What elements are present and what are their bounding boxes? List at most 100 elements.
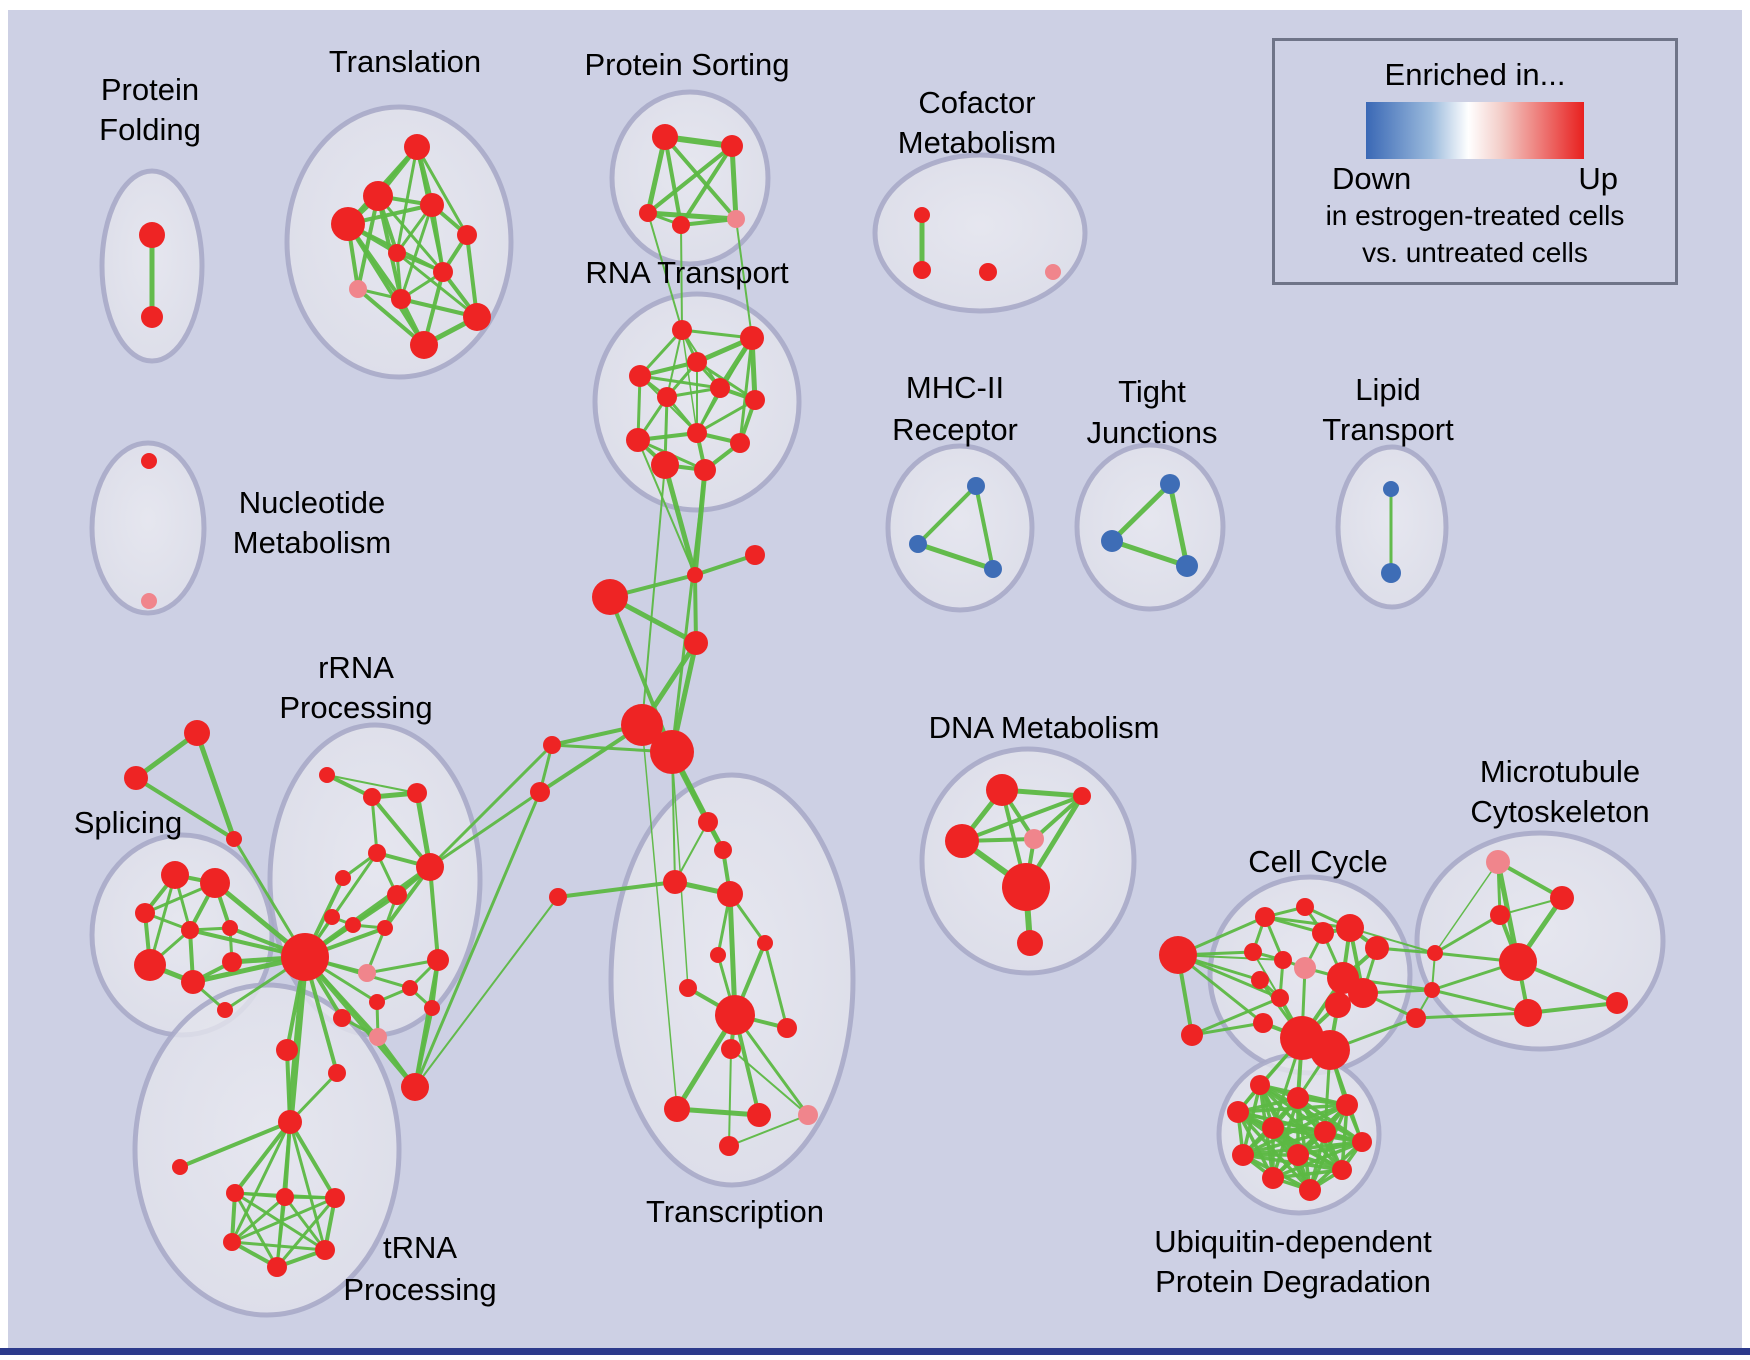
edge-q4-q7 <box>283 1195 327 1252</box>
cluster-ellipse-dna-metabolism <box>919 746 1137 976</box>
gene-set-node-rr15 <box>402 980 418 996</box>
gene-set-node-q6 <box>223 1233 241 1251</box>
edge-s4-rt1 <box>680 224 683 331</box>
gene-set-node-m1 <box>967 477 985 495</box>
edge-s5-rt2 <box>735 218 753 339</box>
cluster-label-cell-cycle: Cell Cycle <box>1248 844 1388 879</box>
edge-cc2-cc16 <box>1190 1021 1265 1037</box>
gene-set-node-tn8 <box>715 995 755 1035</box>
gene-set-node-rr20 <box>328 1064 346 1082</box>
edge-s2-s5 <box>729 143 739 222</box>
edge-mt1-mt2 <box>1496 860 1564 900</box>
gene-set-node-q1 <box>278 1110 302 1134</box>
gene-set-node-sp7 <box>181 970 205 994</box>
edge-mt6-mt7 <box>1526 1001 1619 1015</box>
edge-s2-s4 <box>679 144 734 227</box>
gene-set-node-rr21 <box>401 1073 429 1101</box>
edge-h5-tn11 <box>641 724 678 1110</box>
edge-h6-tn7 <box>671 751 689 989</box>
gene-set-node-tn5 <box>757 935 773 951</box>
cluster-ellipse-tight-junctions <box>1074 442 1226 612</box>
network-nodes <box>124 124 1628 1277</box>
gene-set-node-q3 <box>226 1184 244 1202</box>
edge-t4-t9 <box>399 203 434 301</box>
gene-set-node-cc8 <box>1274 951 1292 969</box>
gene-set-node-rt5 <box>710 378 730 398</box>
gene-set-node-rhub <box>281 933 329 981</box>
gene-set-node-sp6 <box>134 949 166 981</box>
edge-tj1-tj2 <box>1109 481 1173 544</box>
gene-set-node-rt9 <box>626 428 650 452</box>
cluster-label-mhc-ii-receptor-line2: Receptor <box>892 412 1018 447</box>
cluster-label-lipid-transport-line1: Lipid <box>1355 372 1421 407</box>
edge-tn0-tn1 <box>556 880 677 899</box>
gene-set-node-rr17 <box>424 1000 440 1016</box>
edge-q1-q3 <box>233 1120 292 1195</box>
gene-set-node-cc12 <box>1271 989 1289 1007</box>
gene-set-node-cc2 <box>1181 1024 1203 1046</box>
gene-set-node-u5 <box>1262 1117 1284 1139</box>
cluster-labels: Protein Folding Translation Protein Sorting… <box>74 44 1650 1307</box>
edge-m2-m3 <box>915 541 996 572</box>
cluster-label-tight-junctions-line2: Junctions <box>1087 415 1218 450</box>
gene-set-node-tn2 <box>717 881 743 907</box>
gene-set-node-rt6 <box>745 390 765 410</box>
gene-set-node-sp1 <box>161 861 189 889</box>
gene-set-node-cc3 <box>1255 907 1275 927</box>
gene-set-node-rt1 <box>672 320 692 340</box>
gene-set-node-rr4 <box>368 844 386 862</box>
edge-s3-rt1 <box>647 212 683 331</box>
edge-q6-q7 <box>230 1240 327 1252</box>
edge-q1-q5 <box>288 1120 337 1200</box>
cluster-label-cofactor-metabolism-line1: Cofactor <box>918 85 1035 120</box>
gene-set-node-c4 <box>1045 264 1061 280</box>
gene-set-node-l1 <box>543 736 561 754</box>
gene-set-node-s5 <box>727 210 745 228</box>
cluster-label-splicing: Splicing <box>74 805 183 840</box>
gene-set-node-cc19 <box>1406 1008 1426 1028</box>
gene-set-node-d1 <box>986 774 1018 806</box>
gene-set-node-c1 <box>914 207 930 223</box>
cluster-label-rrna-processing-line1: rRNA <box>318 650 394 685</box>
gene-set-node-tn6 <box>710 947 726 963</box>
gene-set-node-rr7 <box>387 885 407 905</box>
edge-tn13-tn10 <box>730 1048 809 1116</box>
cluster-label-translation: Translation <box>329 44 481 79</box>
gene-set-node-tn12 <box>747 1103 771 1127</box>
edge-rt2-rt10 <box>738 336 754 445</box>
gene-set-node-cc18 <box>1310 1030 1350 1070</box>
gene-set-node-u10 <box>1332 1160 1352 1180</box>
gene-set-node-rt11 <box>651 451 679 479</box>
edge-tj1-tj3 <box>1167 481 1190 569</box>
gene-set-node-h2 <box>745 545 765 565</box>
gene-set-node-rt3 <box>687 352 707 372</box>
edge-st2-st3 <box>134 776 236 841</box>
edge-rr2-rr6 <box>370 795 432 869</box>
gene-set-node-rr19 <box>369 1028 387 1046</box>
cluster-label-ubiquitin-degradation-line1: Ubiquitin-dependent <box>1154 1224 1432 1259</box>
gene-set-node-tn4 <box>714 841 732 859</box>
gene-set-node-tn9 <box>777 1018 797 1038</box>
edge-rr2-rr4 <box>370 795 379 855</box>
cluster-label-trna-processing-line2: Processing <box>343 1272 496 1307</box>
gene-set-node-mt6 <box>1514 999 1542 1027</box>
edge-t8-t11 <box>356 287 426 347</box>
edge-l2-rr6 <box>428 790 542 869</box>
cluster-label-protein-sorting: Protein Sorting <box>584 47 789 82</box>
legend-box: Enriched in... Down Up in estrogen-treat… <box>1272 38 1678 285</box>
gene-set-node-t7 <box>433 262 453 282</box>
panel-bottom-border <box>0 1348 1750 1355</box>
gene-set-node-q4 <box>276 1188 294 1206</box>
edge-q5-q8 <box>275 1196 337 1269</box>
gene-set-node-mt3 <box>1490 905 1510 925</box>
edge-rt1-rt7 <box>666 329 683 398</box>
edge-st1-st3 <box>194 730 237 842</box>
edge-rt11-h1 <box>662 462 698 578</box>
gene-set-node-u11 <box>1262 1167 1284 1189</box>
gene-set-node-cc10 <box>1365 936 1389 960</box>
gene-set-node-u2 <box>1287 1087 1309 1109</box>
gene-set-node-mtj1 <box>1427 945 1443 961</box>
edge-tn5-tn9 <box>763 941 789 1030</box>
gene-set-node-pf1 <box>139 222 165 248</box>
